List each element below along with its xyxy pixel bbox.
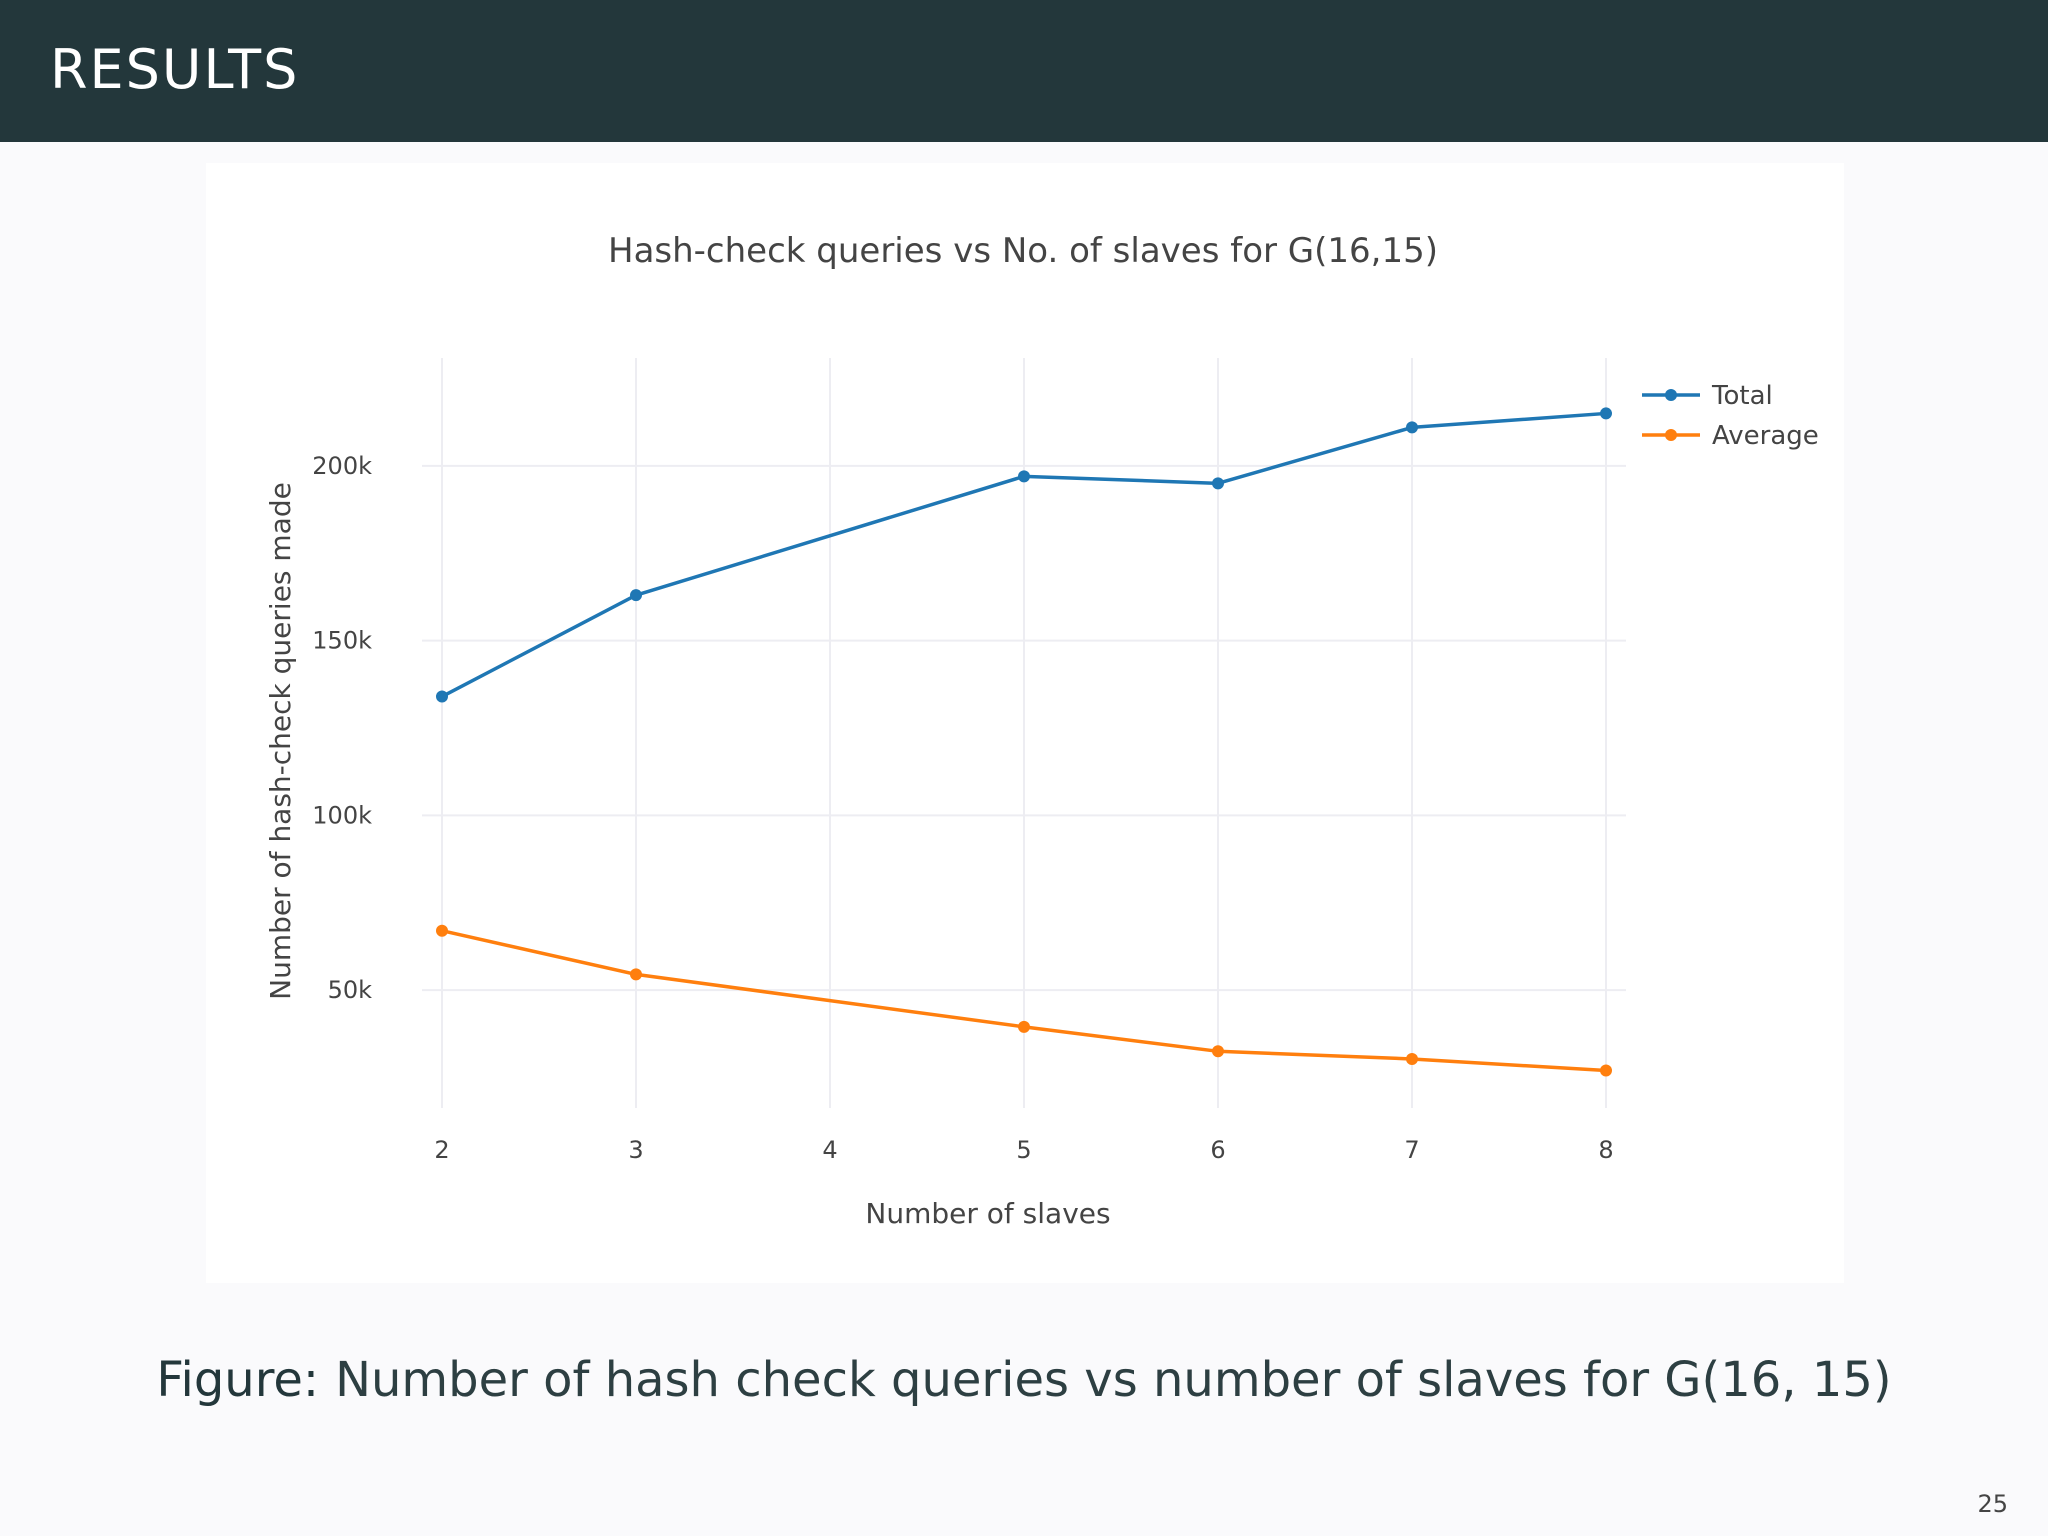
average-series-line [441, 929, 1607, 1073]
total-data-point [1212, 477, 1224, 490]
total-data-point [630, 589, 642, 602]
total-data-point [1406, 421, 1418, 434]
caption-text: Number of hash check queries vs number o… [335, 1352, 1892, 1408]
grid-lines [422, 358, 1626, 1108]
total-data-point [1018, 470, 1030, 483]
y-tick-label: 100k [312, 801, 372, 829]
x-tick-label: 5 [1016, 1136, 1031, 1164]
x-tick-label: 3 [628, 1136, 643, 1164]
caption-label: Figure: [156, 1352, 320, 1408]
chart-title: Hash-check queries vs No. of slaves for … [608, 231, 1438, 271]
x-tick-label: 4 [822, 1136, 837, 1164]
figure-panel: Hash-check queries vs No. of slaves for … [206, 163, 1844, 1283]
legend: Total Average [1642, 381, 1819, 451]
legend-average-label: Average [1712, 421, 1819, 451]
legend-total-swatch-marker [1665, 389, 1677, 401]
total-data-point [436, 690, 448, 703]
average-data-point [1018, 1020, 1030, 1033]
y-tick-label: 150k [312, 627, 372, 655]
average-data-point [1212, 1045, 1224, 1058]
x-tick-label: 2 [434, 1136, 449, 1164]
x-tick-label: 7 [1404, 1136, 1419, 1164]
y-axis-ticks: 50k 100k 150k 200k [312, 452, 372, 1004]
average-data-point [436, 924, 448, 937]
page-number: 25 [1977, 1490, 2008, 1518]
figure-caption: Figure: Number of hash check queries vs n… [0, 1348, 2048, 1412]
average-data-point [1406, 1052, 1418, 1065]
slide-title: RESULTS [50, 38, 300, 101]
x-axis-title: Number of slaves [865, 1197, 1110, 1230]
average-data-point [1600, 1064, 1612, 1077]
line-chart: Hash-check queries vs No. of slaves for … [264, 231, 1819, 1230]
legend-average-swatch-marker [1665, 429, 1677, 441]
y-tick-label: 200k [312, 452, 372, 480]
y-tick-label: 50k [328, 976, 373, 1004]
legend-total-label: Total [1711, 381, 1773, 411]
average-data-point [630, 968, 642, 981]
x-tick-label: 8 [1598, 1136, 1613, 1164]
header-bar: RESULTS [0, 0, 2048, 142]
total-series-line [441, 411, 1607, 699]
x-tick-label: 6 [1210, 1136, 1225, 1164]
y-axis-title: Number of hash-check queries made [264, 482, 297, 1000]
series-layer [436, 407, 1612, 1077]
total-data-point [1600, 407, 1612, 420]
x-axis-ticks: 2 3 4 5 6 7 8 [434, 1136, 1613, 1164]
